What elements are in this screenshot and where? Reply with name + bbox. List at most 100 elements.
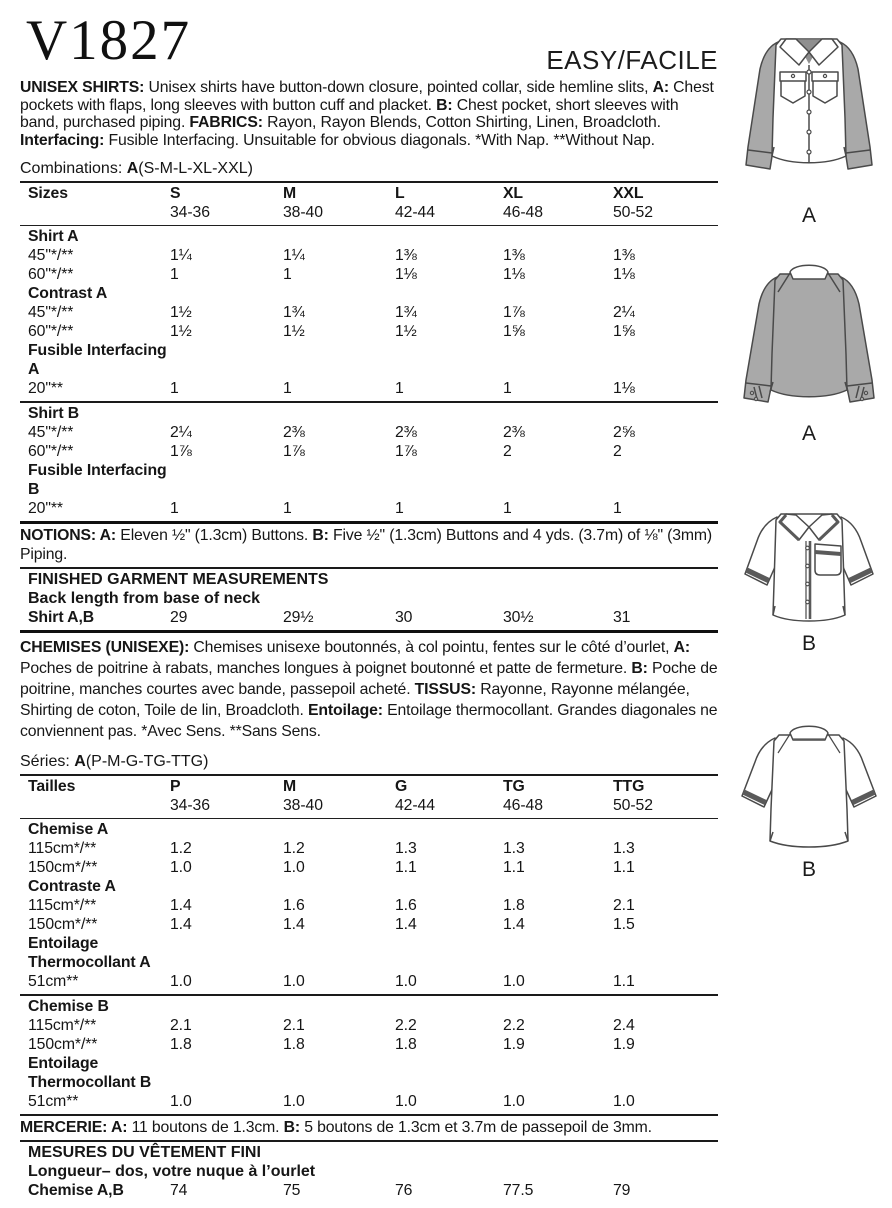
metrage-value <box>170 1054 283 1092</box>
metrage-value: 1.9 <box>613 1036 635 1053</box>
yardage-value <box>613 227 718 246</box>
yardage-value <box>395 461 503 499</box>
metrage-value <box>170 934 283 972</box>
pattern-number: V1827 <box>26 9 192 72</box>
divider <box>20 567 718 569</box>
yardage-value: 1 <box>283 266 292 283</box>
shirt-b-front-illustration: B <box>726 484 892 656</box>
metrage-value <box>395 934 503 972</box>
yardage-value <box>170 461 283 499</box>
yardage-value: 1⅝ <box>613 323 635 340</box>
divider <box>20 774 718 776</box>
metrage-value: 1.0 <box>613 1093 635 1110</box>
yardage-value <box>283 404 395 423</box>
divider <box>20 1114 718 1116</box>
yardage-value <box>613 284 718 303</box>
yardage-value: 1⅛ <box>613 266 635 283</box>
table-row: 60"*/** 1 1 1⅛ 1⅛ 1⅛ <box>20 265 718 284</box>
row-label: 115cm*/** <box>28 897 97 914</box>
yardage-table-fr-header: Tailles P M G TG TTG 34-36 38-40 42-44 4… <box>20 777 718 815</box>
measurement-value: 30 <box>395 609 413 626</box>
yardage-value: 1⅜ <box>395 247 417 264</box>
measurement-value: 77.5 <box>503 1182 534 1199</box>
shirt-b-front-icon <box>744 513 874 622</box>
yardage-value: 1½ <box>170 304 192 321</box>
mercerie-text: MERCERIE: A: 11 boutons de 1.3cm. B: 5 b… <box>20 1119 652 1136</box>
metrage-value <box>170 997 283 1016</box>
finished-measurements-title: FINISHED GARMENT MEASUREMENTS <box>28 571 329 588</box>
size-value: L <box>395 185 405 202</box>
table-row: 150cm*/** 1.4 1.4 1.4 1.4 1.5 <box>20 915 718 934</box>
series-line: Séries: A(P-M-G-TG-TTG) <box>20 753 209 770</box>
metrage-value <box>613 1054 718 1092</box>
table-row: Tailles P M G TG TTG <box>20 777 718 796</box>
metrage-value <box>283 877 395 896</box>
metrage-value: 1.4 <box>170 897 192 914</box>
row-label: 45"*/** <box>28 424 74 441</box>
row-label: Shirt A <box>28 228 79 245</box>
notions-text: NOTIONS: A: Eleven ½" (1.3cm) Buttons. B… <box>20 527 713 563</box>
size-value: 34-36 <box>170 797 210 814</box>
description-french: CHEMISES (UNISEXE): Chemises unisexe bou… <box>20 639 718 740</box>
row-label <box>20 203 170 222</box>
size-value: 46-48 <box>503 204 543 221</box>
yardage-value: 1½ <box>283 323 305 340</box>
yardage-value: 1⅝ <box>503 323 525 340</box>
size-value: P <box>170 778 181 795</box>
table-row: Contrast A <box>20 284 718 303</box>
metrage-value: 1.8 <box>503 897 525 914</box>
shirt-b-back-illustration: B <box>726 704 892 882</box>
table-row: 20"** 1 1 1 1 1⅛ <box>20 379 718 398</box>
yardage-value: 1⅜ <box>613 247 635 264</box>
yardage-value: 1 <box>170 266 179 283</box>
metrage-value <box>170 820 283 839</box>
finished-measurements-title-fr: MESURES DU VÊTEMENT FINI <box>28 1144 261 1161</box>
row-label: 45"*/** <box>28 247 74 264</box>
measurement-value: 31 <box>613 609 631 626</box>
metrage-value: 1.1 <box>395 859 417 876</box>
yardage-value: 1 <box>395 380 404 397</box>
yardage-value <box>613 404 718 423</box>
row-label: 150cm*/** <box>28 859 98 876</box>
row-label: Entoilage Thermocollant B <box>28 1055 152 1091</box>
table-row: Sizes S M L XL XXL <box>20 184 718 203</box>
yardage-value: 1⅞ <box>395 443 417 460</box>
metrage-value: 1.4 <box>503 916 525 933</box>
yardage-value: 2¼ <box>613 304 635 321</box>
row-label: 51cm** <box>28 1093 79 1110</box>
table-row: 51cm** 1.0 1.0 1.0 1.0 1.1 <box>20 972 718 991</box>
divider <box>20 225 718 226</box>
divider <box>20 994 718 996</box>
table-row: Shirt B <box>20 404 718 423</box>
size-value: 50-52 <box>613 797 653 814</box>
yardage-value <box>170 227 283 246</box>
yardage-value: 2⅜ <box>503 424 525 441</box>
metrage-value <box>283 820 395 839</box>
metrage-value <box>613 877 718 896</box>
yardage-value: 1⅛ <box>613 380 635 397</box>
size-value: XXL <box>613 185 644 202</box>
row-label: Shirt A,B <box>28 609 95 626</box>
yardage-table-fr-chemise-b: Chemise B 115cm*/** 2.1 2.1 2.2 2.2 2.4 … <box>20 997 718 1111</box>
metrage-value <box>395 1054 503 1092</box>
yardage-value: 1⅞ <box>170 443 192 460</box>
metrage-value <box>503 934 613 972</box>
finished-measurements-fr: MESURES DU VÊTEMENT FINI Longueur– dos, … <box>20 1143 718 1200</box>
yardage-value: 2⅜ <box>283 424 305 441</box>
table-row: Fusible Interfacing A <box>20 341 718 379</box>
metrage-value: 1.9 <box>503 1036 525 1053</box>
metrage-value <box>395 820 503 839</box>
table-row: Shirt A <box>20 227 718 246</box>
metrage-value: 1.0 <box>503 1093 525 1110</box>
metrage-value: 2.1 <box>170 1017 192 1034</box>
metrage-value <box>613 997 718 1016</box>
metrage-value: 2.1 <box>283 1017 305 1034</box>
metrage-value <box>170 877 283 896</box>
table-row: 34-36 38-40 42-44 46-48 50-52 <box>20 203 718 222</box>
yardage-value <box>503 404 613 423</box>
metrage-value: 1.8 <box>170 1036 192 1053</box>
table-row: Chemise A,B 74 75 76 77.5 79 <box>20 1181 718 1200</box>
yardage-value: 1⅞ <box>503 304 525 321</box>
yardage-value: 1⅜ <box>503 247 525 264</box>
divider <box>20 818 718 819</box>
